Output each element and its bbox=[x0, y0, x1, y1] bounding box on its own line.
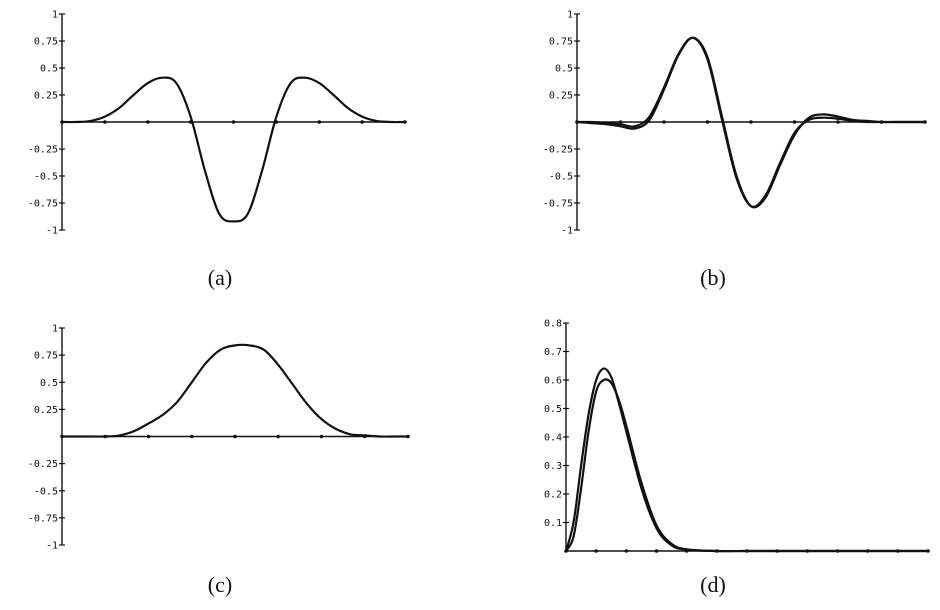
panel-a-x-marker bbox=[103, 120, 107, 124]
panel-a-y-tick-label: 0.5 bbox=[40, 64, 58, 75]
panel-b-x-marker bbox=[662, 120, 666, 124]
panel-c-y-tick-label: -1 bbox=[46, 541, 58, 552]
panel-c-y-tick-label: -0.5 bbox=[34, 486, 58, 497]
panel-c-x-marker bbox=[146, 434, 151, 439]
panel-d-curve-2 bbox=[564, 378, 930, 553]
panel-b-x-marker bbox=[749, 120, 753, 124]
panel-a-x-marker bbox=[360, 120, 364, 124]
panel-c-x-marker bbox=[319, 434, 324, 439]
panel-b-y-tick-label: -0.25 bbox=[543, 145, 573, 156]
panel-b-x-marker bbox=[618, 120, 623, 124]
panel-d-y-tick-label: 0.7 bbox=[544, 347, 562, 358]
panel-c-y-tick-label: -0.75 bbox=[28, 513, 58, 524]
panel-b-y-tick-label: -1 bbox=[561, 226, 573, 237]
panel-d-y-tick-label: 0.1 bbox=[544, 518, 562, 529]
panel-c-curve-1 bbox=[60, 343, 410, 438]
panel-a-y-tick-label: 0.75 bbox=[34, 37, 58, 48]
panel-a-x-marker bbox=[145, 120, 150, 124]
panel-a-y-tick-label: -0.25 bbox=[28, 145, 58, 156]
panel-d-x-marker bbox=[594, 549, 598, 553]
panel-b-label: (b) bbox=[700, 265, 726, 290]
panel-d-curve-1 bbox=[564, 367, 930, 553]
panel-d-y-tick-label: 0.5 bbox=[544, 404, 562, 415]
panel-a-x-marker bbox=[317, 120, 322, 124]
panel-c-label: (c) bbox=[208, 572, 232, 597]
panel-b-curve-2 bbox=[575, 36, 927, 208]
panel-b: (b) -1 -0.75 -0.5 -0.25 0.25 0.5 0.75 1 bbox=[543, 10, 927, 290]
panel-a-curve-1 bbox=[60, 76, 407, 223]
panel-d-label: (d) bbox=[700, 572, 726, 597]
panel-d-x-marker bbox=[624, 549, 629, 553]
panel-b-y-tick-label: 0.75 bbox=[549, 37, 573, 48]
panel-a-y-tick-label: 0.25 bbox=[34, 91, 58, 102]
panel-b-y-tick-label: 1 bbox=[567, 10, 573, 21]
panel-b-y-tick-label: 0.25 bbox=[549, 91, 573, 102]
panel-a-x-marker bbox=[231, 120, 236, 124]
panel-b-y-tick-label: -0.5 bbox=[549, 172, 573, 183]
panel-d-y-tick-label: 0.2 bbox=[544, 490, 562, 501]
panel-a-y-tick-label: 1 bbox=[52, 10, 58, 21]
panel-d-y-tick-label: 0.3 bbox=[544, 461, 562, 472]
panel-a-label: (a) bbox=[208, 265, 232, 290]
panel-c-y-tick-label: -0.25 bbox=[28, 459, 58, 470]
panel-a-y-tick-label: -0.75 bbox=[28, 199, 58, 210]
panel-c-x-marker bbox=[276, 434, 281, 439]
panel-d-y-tick-label: 0.8 bbox=[544, 319, 562, 330]
panel-a: (a) -1 -0.75 -0.5 -0.25 0.25 0.5 0.75 1 bbox=[28, 10, 407, 290]
panel-c-x-marker bbox=[233, 434, 237, 439]
panel-c-y-tick-label: 0.5 bbox=[40, 378, 58, 389]
panel-d: (d) 0.1 0.2 0.3 0.4 0.5 0.6 0.7 0.8 bbox=[544, 319, 930, 597]
panel-c-y-tick-label: 0.25 bbox=[34, 405, 58, 416]
panel-a-y-tick-label: -0.5 bbox=[34, 172, 58, 183]
panel-a-y-tick-label: -1 bbox=[46, 226, 58, 237]
panel-c-y-tick-label: 0.75 bbox=[34, 351, 58, 362]
panel-d-y-tick-label: 0.4 bbox=[544, 433, 562, 444]
panel-b-x-marker bbox=[792, 120, 797, 124]
panel-c-y-tick-label: 1 bbox=[52, 324, 58, 335]
panel-b-y-tick-label: 0.5 bbox=[555, 64, 573, 75]
panel-d-x-marker bbox=[654, 549, 659, 553]
panel-c-x-marker bbox=[189, 434, 194, 439]
panel-d-y-tick-label: 0.6 bbox=[544, 376, 562, 387]
panel-c: (c) -1 -0.75 -0.5 -0.25 0.25 0.5 0.75 1 bbox=[28, 324, 410, 597]
panel-b-x-marker bbox=[705, 120, 710, 124]
panel-b-y-tick-label: -0.75 bbox=[543, 199, 573, 210]
panel-b-x-marker bbox=[836, 120, 840, 124]
